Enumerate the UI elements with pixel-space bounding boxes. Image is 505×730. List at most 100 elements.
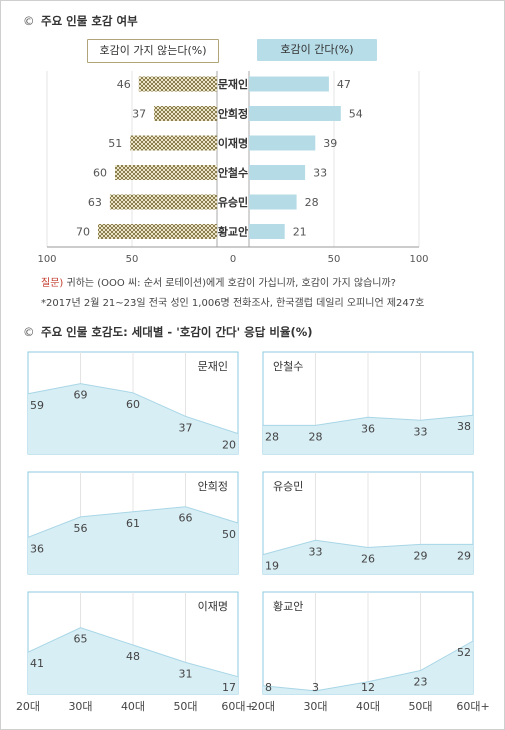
data-label: 38 <box>457 420 471 433</box>
section1-title: © 주요 인물 호감 여부 <box>23 13 138 29</box>
x-tick-label: 20대 <box>251 700 275 713</box>
section2-title: © 주요 인물 호감도: 세대별 - '호감이 간다' 응답 비율(%) <box>23 324 313 340</box>
data-label: 52 <box>457 646 471 659</box>
area-fill <box>263 540 473 574</box>
area-fill <box>263 415 473 454</box>
x-tick-label: 30대 <box>303 700 327 713</box>
data-label: 20 <box>222 439 236 452</box>
tick-label: 100 <box>409 254 428 265</box>
category-label: 문재인 <box>218 77 248 91</box>
tick-label: 0 <box>230 254 236 265</box>
category-label: 이재명 <box>218 136 248 150</box>
bar-favorable <box>249 135 316 151</box>
bar-favorable <box>249 165 306 180</box>
value-label-favorable: 54 <box>349 108 363 121</box>
x-tick-label: 50대 <box>173 700 197 713</box>
section2-title-text: 주요 인물 호감도: 세대별 - '호감이 간다' 응답 비율(%) <box>41 325 313 339</box>
x-tick-label: 20대 <box>16 700 40 713</box>
panel-4: 19 33 26 29 29 유승민 <box>262 471 474 575</box>
panel-title: 안철수 <box>273 360 303 373</box>
x-tick-label: 50대 <box>408 700 432 713</box>
x-tick-label: 40대 <box>121 700 145 713</box>
value-label-unfavorable: 51 <box>108 137 122 150</box>
area-line <box>27 627 239 678</box>
bar-unfavorable <box>130 135 217 151</box>
value-label-unfavorable: 60 <box>93 167 107 180</box>
data-label: 60 <box>126 398 140 411</box>
bar-unfavorable <box>115 165 217 180</box>
diverging-bar-chart: 46 47 문재인 37 54 안희정 51 39 이재명 60 33 안철수 63 28 유승민 70 21 황… <box>37 71 429 265</box>
section1-title-text: 주요 인물 호감 여부 <box>41 14 138 28</box>
panel-6: 8 3 12 23 52 황교안 <box>262 591 474 695</box>
legend-unfavorable-label: 호감이 가지 않는다(%) <box>99 44 207 57</box>
value-label-favorable: 39 <box>323 137 337 150</box>
panel-title: 안희정 <box>198 480 228 493</box>
area-fill <box>263 641 473 694</box>
category-label: 황교안 <box>218 225 248 239</box>
panel-title: 유승민 <box>273 480 303 493</box>
panel-title: 황교안 <box>273 600 303 613</box>
area-fill <box>28 627 238 694</box>
area-line <box>27 383 239 435</box>
bar-favorable <box>249 76 329 92</box>
tick-label: 100 <box>37 254 56 265</box>
area-line <box>262 539 473 556</box>
panel-title: 이재명 <box>198 600 228 613</box>
category-label: 유승민 <box>218 195 248 209</box>
data-label: 31 <box>179 667 193 680</box>
data-label: 28 <box>265 430 279 443</box>
value-label-favorable: 47 <box>337 78 351 91</box>
category-label: 안희정 <box>218 107 248 121</box>
bar-unfavorable <box>154 106 217 121</box>
panel-title: 문재인 <box>198 360 228 373</box>
data-label: 36 <box>361 422 375 435</box>
value-label-favorable: 21 <box>293 226 307 239</box>
bar-favorable <box>249 106 341 121</box>
panel-3: 36 56 61 66 50 안희정 <box>27 471 239 575</box>
tick-label: 50 <box>328 254 341 265</box>
copyright-icon: © <box>23 325 35 339</box>
legend-favorable: 호감이 간다(%) <box>257 39 377 61</box>
data-label: 19 <box>265 560 279 573</box>
bar-unfavorable <box>109 194 217 210</box>
area-fill <box>28 383 238 454</box>
value-label-favorable: 28 <box>305 196 319 209</box>
data-label: 37 <box>179 421 193 434</box>
data-label: 56 <box>74 522 88 535</box>
data-label: 59 <box>30 399 44 412</box>
data-label: 33 <box>414 425 428 438</box>
data-label: 17 <box>222 681 236 694</box>
x-tick-label: 30대 <box>68 700 92 713</box>
legend-favorable-label: 호감이 간다(%) <box>280 43 354 56</box>
tick-label: 50 <box>126 254 139 265</box>
bar-unfavorable <box>98 224 217 239</box>
question-label: 질문) <box>41 278 64 289</box>
area-fill <box>28 506 238 574</box>
area-line <box>262 640 474 692</box>
panel-1: 59 69 60 37 20 문재인 <box>27 351 239 455</box>
value-label-unfavorable: 46 <box>117 78 131 91</box>
data-label: 66 <box>179 512 193 525</box>
area-line <box>27 506 239 538</box>
data-label: 12 <box>361 681 375 694</box>
data-label: 3 <box>312 681 319 694</box>
value-label-unfavorable: 37 <box>132 108 146 121</box>
value-label-unfavorable: 70 <box>76 226 90 239</box>
x-tick-label: 60대+ <box>221 700 254 713</box>
data-label: 29 <box>457 549 471 562</box>
survey-question: 질문) 귀하는 (OOO 씨: 순서 로테이션)에게 호감이 가십니까, 호감이… <box>41 274 396 289</box>
value-label-unfavorable: 63 <box>88 196 102 209</box>
legend-unfavorable: 호감이 가지 않는다(%) <box>87 39 219 63</box>
data-label: 29 <box>414 549 428 562</box>
data-label: 65 <box>74 633 88 646</box>
data-label: 23 <box>414 676 428 689</box>
data-label: 33 <box>309 545 323 558</box>
data-label: 28 <box>309 430 323 443</box>
category-label: 안철수 <box>218 166 248 180</box>
panel-2: 28 28 36 33 38 안철수 <box>262 351 474 455</box>
value-label-favorable: 33 <box>313 167 327 180</box>
question-text: 귀하는 (OOO 씨: 순서 로테이션)에게 호감이 가십니까, 호감이 가지 … <box>63 278 396 289</box>
data-label: 26 <box>361 552 375 565</box>
data-label: 61 <box>126 517 140 530</box>
